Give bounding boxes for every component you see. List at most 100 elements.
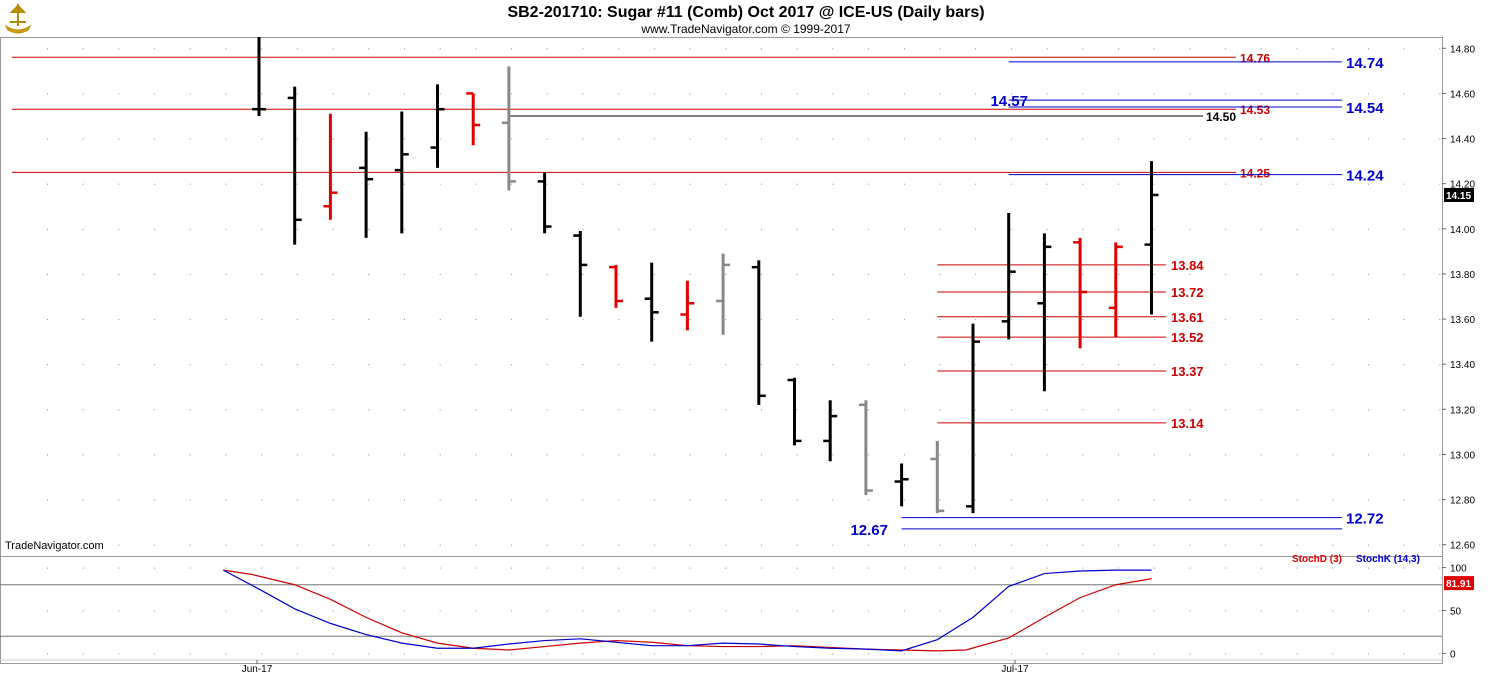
- grid-dot: [511, 653, 513, 655]
- grid-dot: [1367, 273, 1369, 275]
- grid-dot: [475, 409, 477, 411]
- grid-dot: [939, 499, 941, 501]
- grid-dot: [1260, 409, 1262, 411]
- grid-dot: [225, 610, 227, 612]
- grid-dot: [82, 454, 84, 456]
- grid-dot: [1046, 273, 1048, 275]
- grid-dot: [546, 454, 548, 456]
- grid-dot: [439, 138, 441, 140]
- grid-dot: [653, 610, 655, 612]
- grid-dot: [154, 228, 156, 230]
- grid-dot: [1189, 228, 1191, 230]
- grid-dot: [618, 364, 620, 366]
- grid-dot: [511, 610, 513, 612]
- grid-dot: [1225, 454, 1227, 456]
- grid-dot: [653, 499, 655, 501]
- grid-dot: [832, 48, 834, 50]
- price-y-tick-label: 14.80: [1450, 44, 1475, 55]
- grid-dot: [1260, 48, 1262, 50]
- grid-dot: [546, 499, 548, 501]
- grid-dot: [368, 409, 370, 411]
- grid-dot: [761, 409, 762, 411]
- grid-dot: [1439, 610, 1441, 612]
- grid-dot: [154, 409, 156, 411]
- grid-dot: [1225, 273, 1227, 275]
- price-y-tick-label: 13.40: [1450, 360, 1475, 371]
- level-label: 14.54: [1346, 100, 1384, 117]
- trading-ship-logo-icon: [4, 2, 32, 34]
- grid-dot: [1082, 228, 1084, 230]
- grid-dot: [832, 319, 834, 321]
- grid-dot: [1225, 653, 1227, 655]
- grid-dot: [582, 544, 584, 546]
- grid-dot: [118, 454, 120, 456]
- grid-dot: [189, 183, 191, 185]
- grid-dot: [725, 544, 727, 546]
- grid-dot: [511, 499, 513, 501]
- level-label: 13.61: [1171, 310, 1204, 325]
- grid-dot: [189, 93, 191, 95]
- grid-dot: [1332, 544, 1334, 546]
- grid-dot: [332, 183, 334, 185]
- grid-dot: [1367, 319, 1369, 321]
- grid-dot: [261, 364, 263, 366]
- grid-dot: [1439, 454, 1441, 456]
- grid-dot: [118, 364, 120, 366]
- grid-dot: [332, 567, 334, 569]
- grid-dot: [1403, 138, 1405, 140]
- level-label: 14.57: [990, 93, 1028, 110]
- grid-dot: [1439, 653, 1441, 655]
- grid-dot: [154, 454, 156, 456]
- grid-dot: [689, 138, 691, 140]
- grid-dot: [225, 183, 227, 185]
- grid-dot: [1189, 364, 1191, 366]
- grid-dot: [1403, 544, 1405, 546]
- grid-dot: [439, 364, 441, 366]
- grid-dot: [1010, 610, 1012, 612]
- grid-dot: [368, 454, 370, 456]
- chart-subtitle: www.TradeNavigator.com © 1999-2017: [641, 22, 851, 36]
- grid-dot: [47, 319, 48, 321]
- grid-dot: [761, 93, 762, 95]
- grid-dot: [368, 48, 370, 50]
- grid-dot: [832, 364, 834, 366]
- grid-dot: [903, 93, 905, 95]
- grid-dot: [689, 183, 691, 185]
- grid-dot: [1332, 183, 1334, 185]
- grid-dot: [332, 138, 334, 140]
- grid-dot: [761, 273, 762, 275]
- grid-dot: [832, 454, 834, 456]
- grid-dot: [189, 319, 191, 321]
- grid-dot: [653, 409, 655, 411]
- grid-dot: [296, 183, 298, 185]
- grid-dot: [225, 319, 227, 321]
- grid-dot: [368, 319, 370, 321]
- grid-dot: [118, 409, 120, 411]
- grid-dot: [189, 499, 191, 501]
- grid-dot: [939, 93, 941, 95]
- grid-dot: [618, 319, 620, 321]
- grid-dot: [1082, 454, 1084, 456]
- grid-dot: [1403, 228, 1405, 230]
- grid-dot: [939, 567, 941, 569]
- grid-dot: [118, 567, 120, 569]
- grid-dot: [225, 409, 227, 411]
- grid-dot: [439, 653, 441, 655]
- grid-dot: [653, 544, 655, 546]
- grid-dot: [903, 48, 905, 50]
- stochk-series-line: [223, 569, 1152, 652]
- grid-dot: [1225, 183, 1227, 185]
- grid-dot: [439, 93, 441, 95]
- grid-dot: [439, 183, 441, 185]
- grid-dot: [189, 409, 191, 411]
- grid-dot: [1153, 319, 1155, 321]
- grid-dot: [725, 273, 727, 275]
- grid-dot: [832, 183, 834, 185]
- grid-dot: [332, 653, 334, 655]
- grid-dot: [118, 653, 120, 655]
- grid-dot: [1046, 544, 1048, 546]
- grid-dot: [1225, 319, 1227, 321]
- grid-dot: [618, 454, 620, 456]
- grid-dot: [225, 567, 227, 569]
